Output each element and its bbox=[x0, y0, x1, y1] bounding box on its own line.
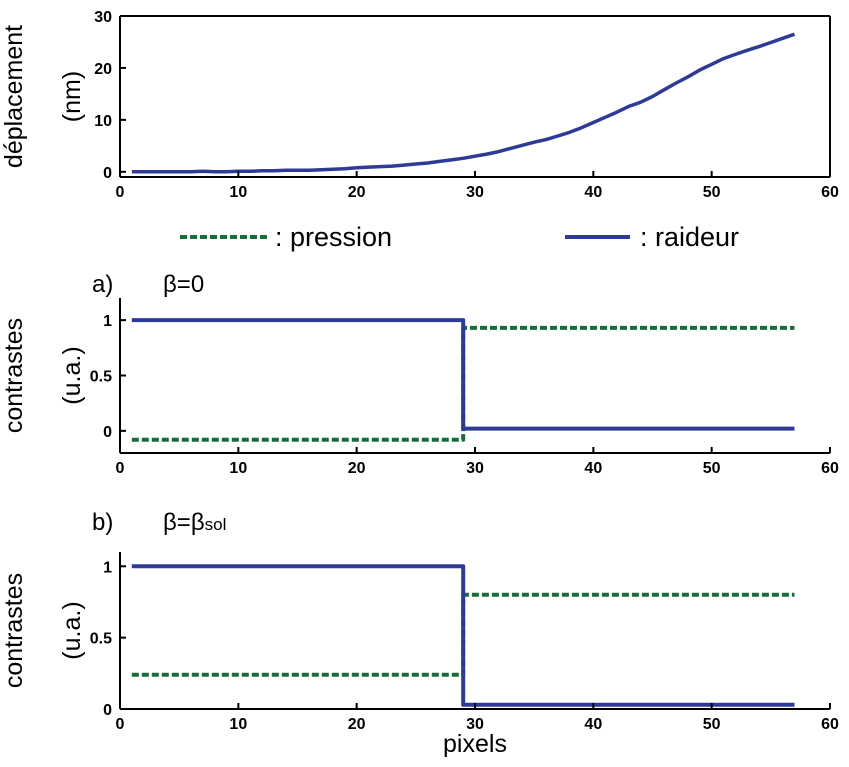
y-tick-label: 1 bbox=[103, 313, 112, 330]
y-tick-label: 20 bbox=[94, 61, 112, 78]
x-tick-label: 50 bbox=[703, 184, 721, 201]
x-axis-label: pixels bbox=[443, 730, 507, 758]
x-tick-label: 40 bbox=[584, 184, 602, 201]
x-tick-label: 20 bbox=[348, 716, 366, 733]
series-raideur-line bbox=[131, 564, 795, 707]
x-tick-label: 40 bbox=[584, 460, 602, 477]
y-axis-label: (u.a.) bbox=[58, 601, 86, 659]
x-tick-label: 10 bbox=[229, 460, 247, 477]
y-tick-label: 30 bbox=[94, 9, 112, 26]
panel-b-letter: b) bbox=[92, 509, 113, 536]
legend: : pression : raideur bbox=[180, 222, 739, 252]
y-tick-label: 0 bbox=[103, 165, 112, 182]
x-tick-label: 20 bbox=[348, 460, 366, 477]
x-tick-label: 20 bbox=[348, 184, 366, 201]
x-tick-label: 0 bbox=[116, 460, 125, 477]
y-axis-label: contrastes bbox=[0, 573, 28, 688]
x-tick-label: 50 bbox=[703, 716, 721, 733]
y-axis-label: (u.a.) bbox=[58, 346, 86, 404]
y-tick-label: 0 bbox=[103, 424, 112, 441]
x-tick-label: 10 bbox=[229, 184, 247, 201]
x-tick-label: 30 bbox=[466, 716, 484, 733]
x-tick-label: 40 bbox=[584, 716, 602, 733]
series-raideur-line bbox=[131, 32, 796, 174]
panel-a-beta-main: β=0 bbox=[163, 271, 204, 298]
y-axis-label: contrastes bbox=[0, 318, 28, 433]
x-tick-label: 50 bbox=[703, 460, 721, 477]
y-tick-label: 10 bbox=[94, 113, 112, 130]
displacement-chart: 0 10 20 30 40 50 60 0 10 20 30 déplacement (nm) bbox=[0, 9, 839, 201]
series-pression-line bbox=[131, 325, 795, 442]
y-tick-label: 0 bbox=[103, 702, 112, 719]
y-tick-label: 0.5 bbox=[90, 631, 112, 648]
y-tick-label: 1 bbox=[103, 559, 112, 576]
legend-pression-label: : pression bbox=[275, 222, 392, 252]
x-tick-label: 0 bbox=[116, 716, 125, 733]
contrast-chart-a: 0 10 20 30 40 50 60 0 0.5 1 contrastes (u.a.) bbox=[0, 298, 839, 477]
x-tick-label: 60 bbox=[821, 716, 839, 733]
legend-raideur-label: : raideur bbox=[640, 222, 739, 252]
x-tick-label: 10 bbox=[229, 716, 247, 733]
x-tick-label: 60 bbox=[821, 460, 839, 477]
panel-b-beta-sub: sol bbox=[205, 515, 227, 534]
contrast-chart-b: 0 10 20 30 40 50 60 0 0.5 1 contrastes (u.a.) pixels bbox=[0, 552, 839, 758]
y-tick-label: 0.5 bbox=[90, 369, 112, 386]
x-tick-label: 60 bbox=[821, 184, 839, 201]
x-tick-label: 30 bbox=[466, 184, 484, 201]
panel-a-letter: a) bbox=[92, 271, 113, 298]
x-tick-label: 30 bbox=[466, 460, 484, 477]
y-axis-label: (nm) bbox=[58, 71, 86, 122]
panel-a-beta: β=0 bbox=[163, 271, 204, 298]
y-axis-label: déplacement bbox=[0, 25, 28, 168]
panel-b-beta: β=βsol bbox=[163, 509, 226, 536]
series-raideur-line bbox=[131, 318, 795, 431]
panel-b-beta-main: β=β bbox=[163, 509, 205, 536]
x-tick-label: 0 bbox=[116, 184, 125, 201]
